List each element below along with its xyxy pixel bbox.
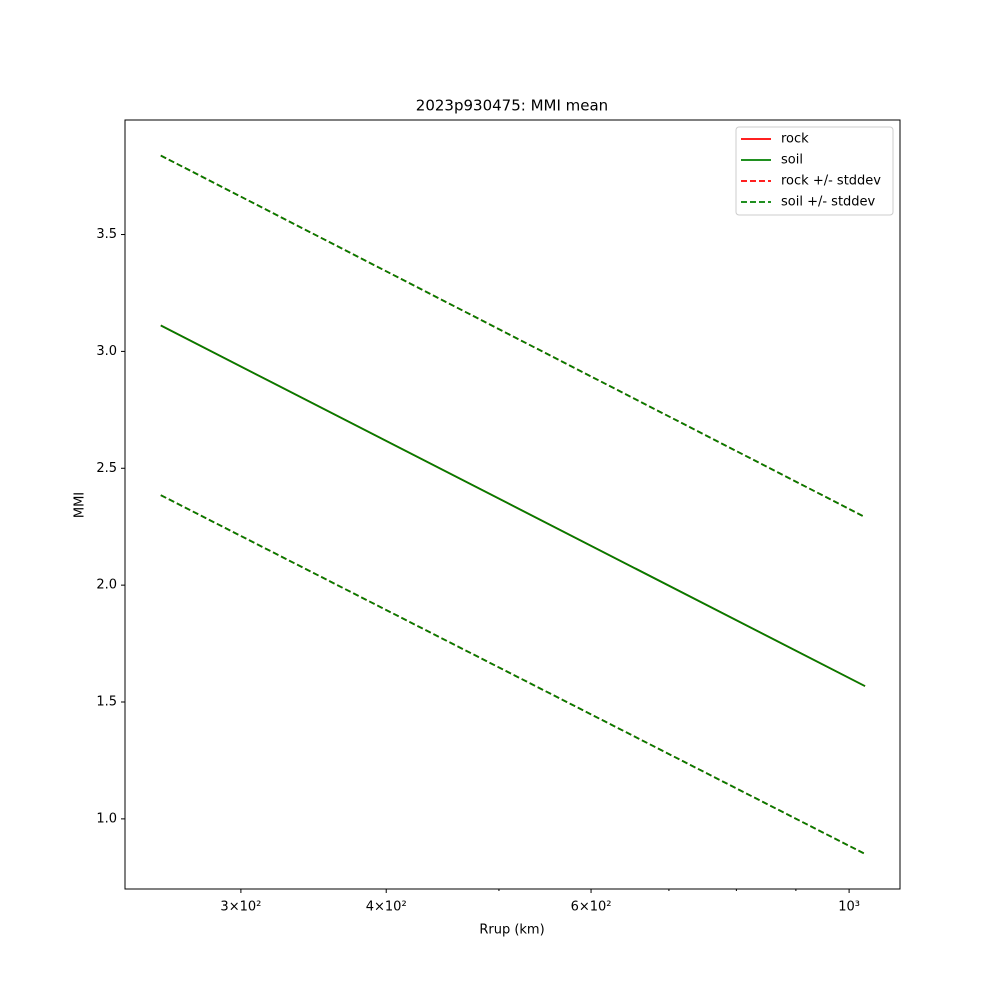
plot-area	[124, 119, 901, 890]
y-tick-label: 2.0	[96, 578, 117, 593]
legend-label: soil +/- stddev	[781, 195, 876, 210]
x-tick-label: 6×10²	[571, 900, 612, 915]
line	[160, 154, 866, 518]
x-tick-label: 10³	[838, 900, 860, 915]
line	[160, 494, 866, 855]
y-tick-label: 3.5	[96, 227, 117, 242]
y-tick-label: 3.0	[96, 344, 117, 359]
y-tick-label: 2.5	[96, 461, 117, 476]
legend-box	[735, 126, 894, 216]
x-tick-label: 3×10²	[220, 900, 261, 915]
x-axis-label: Rrup (km)	[479, 923, 544, 938]
y-tick-label: 1.5	[96, 695, 117, 710]
chart-title: 2023p930475: MMI mean	[416, 97, 608, 115]
line	[160, 324, 866, 687]
legend-label: soil	[781, 153, 803, 168]
y-tick-label: 1.0	[96, 811, 117, 826]
x-tick-label: 4×10²	[366, 900, 407, 915]
legend-label: rock	[781, 132, 809, 147]
y-axis-label: MMI	[73, 492, 88, 518]
legend-label: rock +/- stddev	[781, 174, 881, 189]
